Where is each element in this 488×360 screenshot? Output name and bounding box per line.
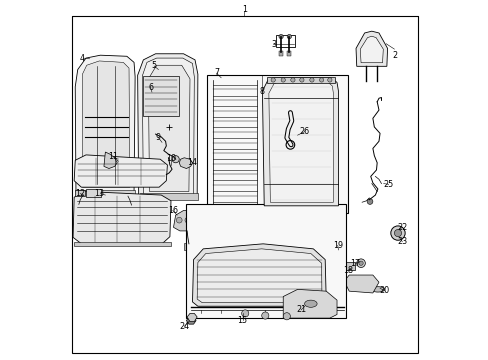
Circle shape [172,156,179,163]
Circle shape [283,313,290,320]
Text: 9: 9 [156,133,161,142]
Circle shape [184,217,190,223]
Polygon shape [75,55,135,192]
Text: 26: 26 [299,127,309,136]
Text: 7: 7 [214,68,219,77]
Text: 5: 5 [151,61,156,70]
Circle shape [358,261,363,265]
Circle shape [261,312,268,319]
Polygon shape [74,155,167,187]
Circle shape [281,78,285,82]
Bar [278,50,283,56]
Text: 18: 18 [342,266,352,275]
Bar [77,190,135,196]
Text: 24: 24 [179,322,189,331]
Bar [286,50,291,56]
Text: 13: 13 [94,189,104,198]
Text: 4: 4 [80,54,85,63]
Bar [186,204,345,318]
Circle shape [390,226,405,240]
Polygon shape [173,211,202,231]
Text: 3: 3 [271,40,276,49]
Polygon shape [283,289,336,318]
Text: 19: 19 [332,241,342,250]
Text: 8: 8 [259,86,264,95]
Circle shape [327,78,331,82]
Text: 16: 16 [167,206,178,215]
Polygon shape [179,158,192,168]
Bar [75,190,85,196]
Text: 10: 10 [165,154,176,163]
Text: 15: 15 [237,316,247,325]
Bar [184,243,192,250]
Bar [74,242,171,246]
Text: 22: 22 [396,223,407,232]
Polygon shape [262,78,338,206]
Polygon shape [360,36,383,63]
Circle shape [290,78,294,82]
Text: 12: 12 [75,189,85,198]
Bar [86,189,101,197]
Circle shape [176,217,182,223]
Circle shape [356,259,365,267]
Polygon shape [187,314,197,321]
Polygon shape [142,58,194,194]
Text: 20: 20 [379,286,388,295]
Polygon shape [82,61,129,187]
Bar [276,35,294,47]
Text: 25: 25 [383,180,393,189]
Ellipse shape [304,300,317,307]
Circle shape [192,217,198,223]
Text: 23: 23 [396,237,407,246]
Polygon shape [268,81,333,202]
Circle shape [278,35,283,39]
Bar [333,244,344,253]
Circle shape [309,78,313,82]
Text: 1: 1 [242,5,246,14]
Text: 17: 17 [350,259,360,268]
Polygon shape [104,152,117,168]
Bar [206,75,348,213]
Text: 2: 2 [392,51,397,60]
Polygon shape [148,65,190,192]
Circle shape [366,199,372,204]
Circle shape [270,78,275,82]
Bar [345,262,354,270]
Bar [140,193,198,200]
Polygon shape [73,192,171,244]
Text: 11: 11 [108,152,119,161]
Polygon shape [197,249,321,303]
Circle shape [286,35,291,39]
Circle shape [241,310,248,317]
Text: 6: 6 [148,83,153,92]
Circle shape [394,229,401,237]
Bar [143,76,179,116]
Polygon shape [192,244,325,306]
Polygon shape [355,31,387,66]
Polygon shape [137,54,198,199]
Ellipse shape [370,287,384,292]
Circle shape [299,78,304,82]
Text: 21: 21 [296,305,305,314]
Bar [266,77,334,83]
Circle shape [319,78,323,82]
Polygon shape [344,275,378,293]
Text: 14: 14 [187,158,197,167]
Polygon shape [186,317,196,324]
